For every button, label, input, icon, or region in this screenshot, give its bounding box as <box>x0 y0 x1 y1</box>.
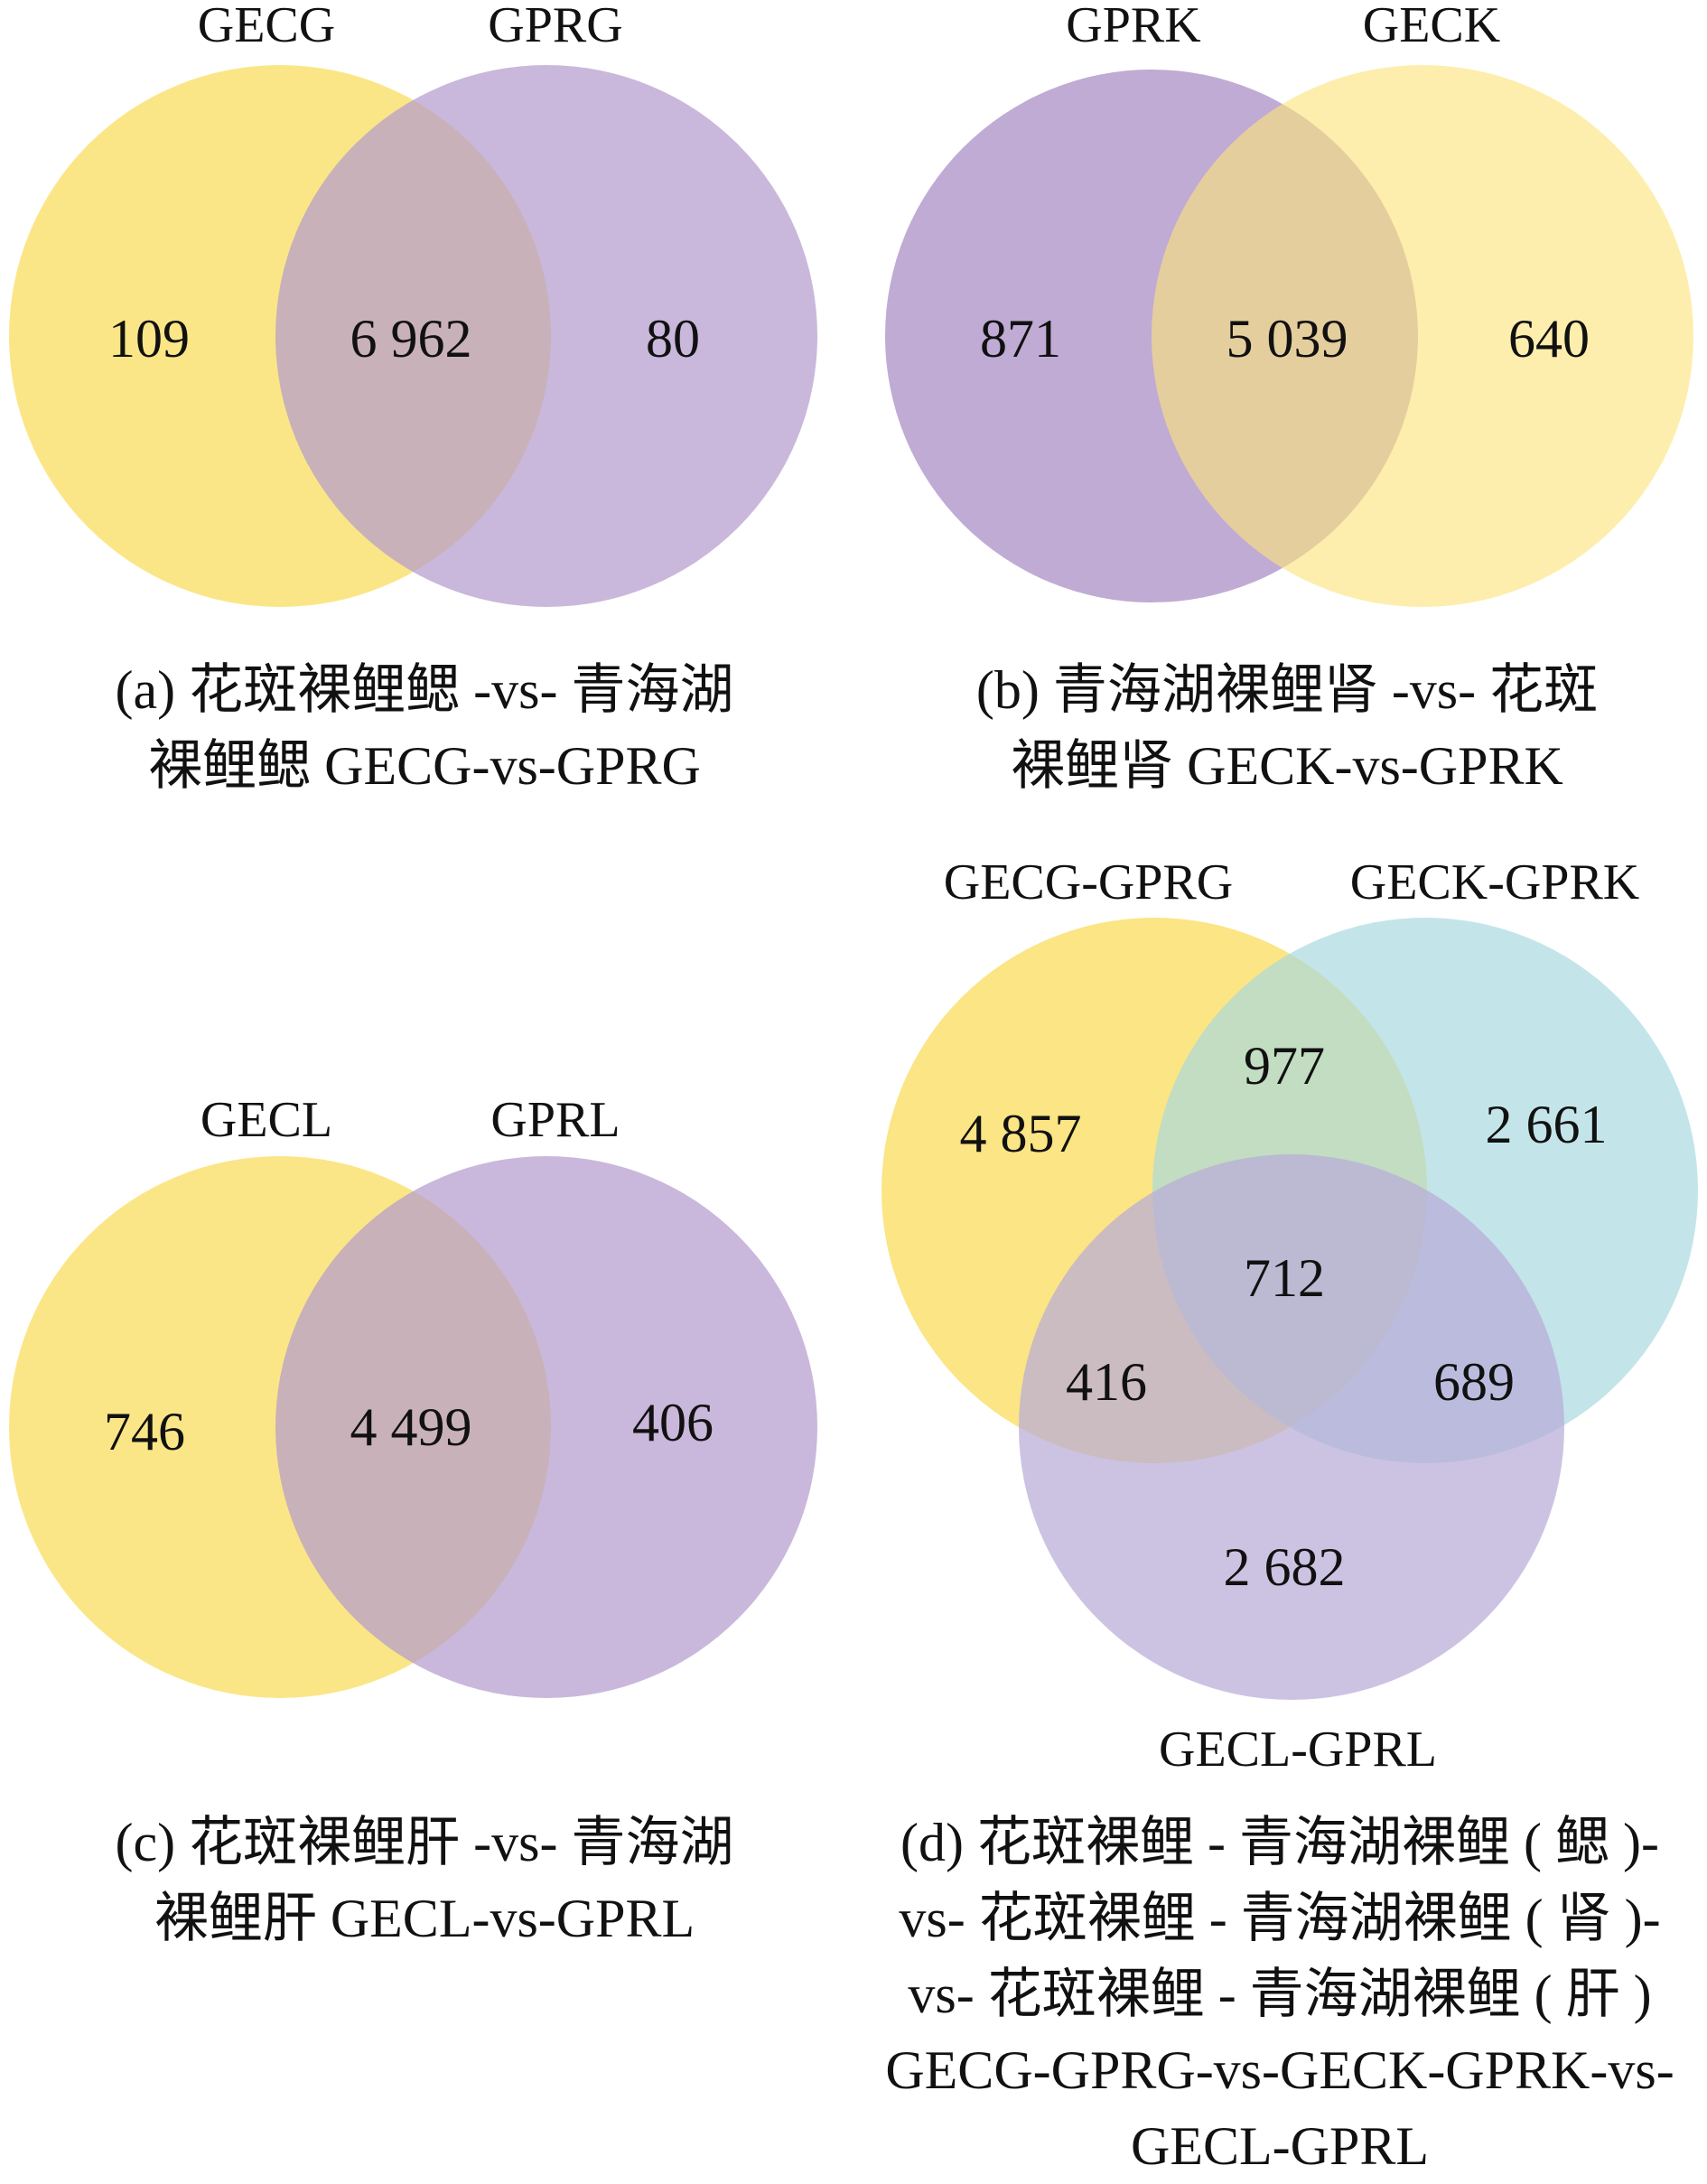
count-gprk-only: 871 <box>980 309 1061 369</box>
set-label-gprk: GPRK <box>1066 0 1200 53</box>
count-gecg-only: 109 <box>108 309 190 369</box>
set-circle-gecl-gprl <box>1019 1154 1564 1700</box>
set-circle-gprg <box>275 65 817 607</box>
count-gecl-gprl-shared: 4 499 <box>350 1397 472 1457</box>
count-gecg-geck-overlap: 977 <box>1244 1036 1325 1096</box>
count-gecg-gprg-shared: 6 962 <box>350 309 472 369</box>
caption-panel-c: (c) 花斑裸鲤肝 -vs- 青海湖 裸鲤肝 GECL-vs-GPRL <box>18 1805 831 1956</box>
set-label-geck-gprk: GECK-GPRK <box>1350 854 1639 910</box>
caption-a-line-2: 裸鲤鳃 GECG-vs-GPRG <box>148 736 701 796</box>
count-gprg-only: 80 <box>646 309 700 369</box>
count-gecl-gprl-only: 2 682 <box>1224 1537 1346 1597</box>
count-gecl-only: 746 <box>104 1402 185 1461</box>
count-gecg-gprg-only: 4 857 <box>960 1104 1082 1163</box>
venn-panel-c: GECL GPRL 746 4 499 406 <box>9 1092 817 1698</box>
set-label-geck: GECK <box>1363 0 1500 53</box>
caption-a-line-1: (a) 花斑裸鲤鳃 -vs- 青海湖 <box>115 660 734 720</box>
caption-d-line-2: vs- 花斑裸鲤 - 青海湖裸鲤 ( 肾 )- <box>899 1889 1661 1948</box>
set-label-gprl: GPRL <box>490 1092 620 1148</box>
caption-panel-a: (a) 花斑裸鲤鳃 -vs- 青海湖 裸鲤鳃 GECG-vs-GPRG <box>18 652 831 804</box>
set-label-gecg-gprg: GECG-GPRG <box>944 854 1233 910</box>
set-circle-gprl <box>275 1156 817 1698</box>
count-geck-gecl-overlap: 689 <box>1433 1352 1515 1412</box>
caption-c-line-1: (c) 花斑裸鲤肝 -vs- 青海湖 <box>115 1813 734 1872</box>
caption-d-line-1: (d) 花斑裸鲤 - 青海湖裸鲤 ( 鳃 )- <box>900 1813 1659 1872</box>
count-gecg-gecl-overlap: 416 <box>1066 1352 1147 1412</box>
count-all-three-overlap: 712 <box>1244 1248 1325 1308</box>
count-geck-only: 640 <box>1508 309 1590 369</box>
caption-b-line-2: 裸鲤肾 GECK-vs-GPRK <box>1011 736 1563 796</box>
caption-panel-d: (d) 花斑裸鲤 - 青海湖裸鲤 ( 鳃 )- vs- 花斑裸鲤 - 青海湖裸鲤… <box>860 1805 1700 2184</box>
caption-d-line-4: GECG-GPRG-vs-GECK-GPRK-vs- <box>885 2040 1674 2100</box>
caption-d-line-3: vs- 花斑裸鲤 - 青海湖裸鲤 ( 肝 ) <box>908 1965 1652 2024</box>
caption-d-line-5: GECL-GPRL <box>1131 2116 1429 2176</box>
set-circle-geck <box>1152 65 1693 607</box>
set-label-gecl-gprl: GECL-GPRL <box>1159 1722 1437 1778</box>
caption-b-line-1: (b) 青海湖裸鲤肾 -vs- 花斑 <box>975 660 1599 720</box>
caption-c-line-2: 裸鲤肝 GECL-vs-GPRL <box>154 1889 695 1948</box>
venn-panel-b: GPRK GECK 871 5 039 640 <box>885 0 1693 607</box>
count-gprk-geck-shared: 5 039 <box>1227 309 1348 369</box>
set-label-gprg: GPRG <box>488 0 622 53</box>
caption-panel-b: (b) 青海湖裸鲤肾 -vs- 花斑 裸鲤肾 GECK-vs-GPRK <box>881 652 1693 804</box>
venn-panel-a: GECG GPRG 109 6 962 80 <box>9 0 817 607</box>
set-label-gecg: GECG <box>198 0 335 53</box>
set-label-gecl: GECL <box>201 1092 332 1148</box>
count-geck-gprk-only: 2 661 <box>1486 1095 1608 1154</box>
venn-panel-d: GECG-GPRG GECK-GPRK GECL-GPRL 4 857 2 66… <box>881 854 1698 1778</box>
count-gprl-only: 406 <box>632 1393 714 1452</box>
